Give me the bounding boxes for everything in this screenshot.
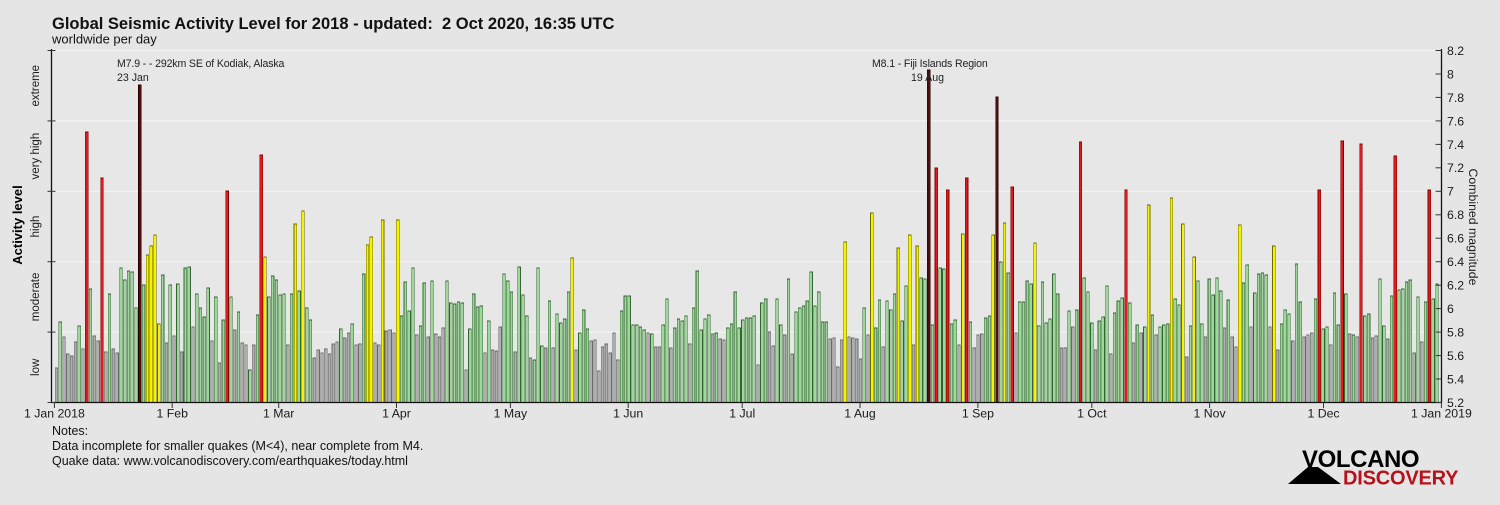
svg-text:low: low (30, 358, 42, 376)
svg-text:1 Aug: 1 Aug (844, 407, 876, 421)
svg-text:1 Jan 2019: 1 Jan 2019 (1411, 407, 1472, 421)
svg-text:23 Jan: 23 Jan (117, 72, 149, 84)
svg-text:Global Seismic Activity Level: Global Seismic Activity Level for 2018 -… (52, 15, 615, 33)
svg-text:VOLCANO: VOLCANO (1302, 446, 1419, 473)
svg-text:7.2: 7.2 (1447, 161, 1464, 175)
svg-text:19 Aug: 19 Aug (911, 72, 944, 84)
svg-text:M8.1 - Fiji Islands Region: M8.1 - Fiji Islands Region (872, 58, 988, 70)
svg-text:worldwide per day: worldwide per day (51, 32, 157, 47)
svg-text:M7.9 - - 292km SE of Kodiak, A: M7.9 - - 292km SE of Kodiak, Alaska (117, 58, 285, 70)
svg-text:1 Jul: 1 Jul (729, 407, 755, 421)
svg-text:Activity level: Activity level (10, 185, 25, 265)
svg-text:1 Jun: 1 Jun (613, 407, 643, 421)
svg-text:5.8: 5.8 (1447, 326, 1464, 340)
svg-text:5.6: 5.6 (1447, 349, 1464, 363)
svg-text:Notes:: Notes: (52, 424, 88, 438)
svg-text:7.8: 7.8 (1447, 91, 1464, 105)
svg-text:1 Oct: 1 Oct (1077, 407, 1107, 421)
svg-text:1 Apr: 1 Apr (382, 407, 411, 421)
svg-text:7.4: 7.4 (1447, 138, 1464, 152)
svg-text:8: 8 (1447, 67, 1454, 81)
svg-text:5.4: 5.4 (1447, 372, 1464, 386)
svg-text:extreme: extreme (30, 65, 42, 107)
svg-text:5.2: 5.2 (1447, 396, 1464, 410)
svg-text:Combined magnitude: Combined magnitude (1466, 169, 1480, 286)
svg-text:1 Jan 2018: 1 Jan 2018 (24, 407, 85, 421)
svg-text:1 Sep: 1 Sep (962, 407, 994, 421)
svg-text:moderate: moderate (30, 273, 42, 322)
svg-text:Quake data: www.volcanodiscove: Quake data: www.volcanodiscovery.com/ear… (52, 454, 408, 468)
svg-text:1 Mar: 1 Mar (263, 407, 294, 421)
svg-text:very high: very high (30, 133, 42, 180)
svg-text:6: 6 (1447, 302, 1454, 316)
svg-text:1 Dec: 1 Dec (1307, 407, 1339, 421)
svg-text:7.6: 7.6 (1447, 114, 1464, 128)
svg-text:1 Nov: 1 Nov (1194, 407, 1227, 421)
svg-text:6.8: 6.8 (1447, 208, 1464, 222)
svg-text:6.4: 6.4 (1447, 255, 1464, 269)
svg-text:1 Feb: 1 Feb (156, 407, 188, 421)
svg-text:7: 7 (1447, 185, 1454, 199)
svg-text:6.2: 6.2 (1447, 279, 1464, 293)
svg-text:high: high (30, 216, 42, 238)
svg-text:6.6: 6.6 (1447, 232, 1464, 246)
svg-text:1 May: 1 May (494, 407, 528, 421)
svg-text:Data incomplete for smaller qu: Data incomplete for smaller quakes (M<4)… (52, 439, 423, 453)
svg-text:8.2: 8.2 (1447, 44, 1464, 58)
svg-text:DISCOVERY: DISCOVERY (1343, 468, 1459, 490)
